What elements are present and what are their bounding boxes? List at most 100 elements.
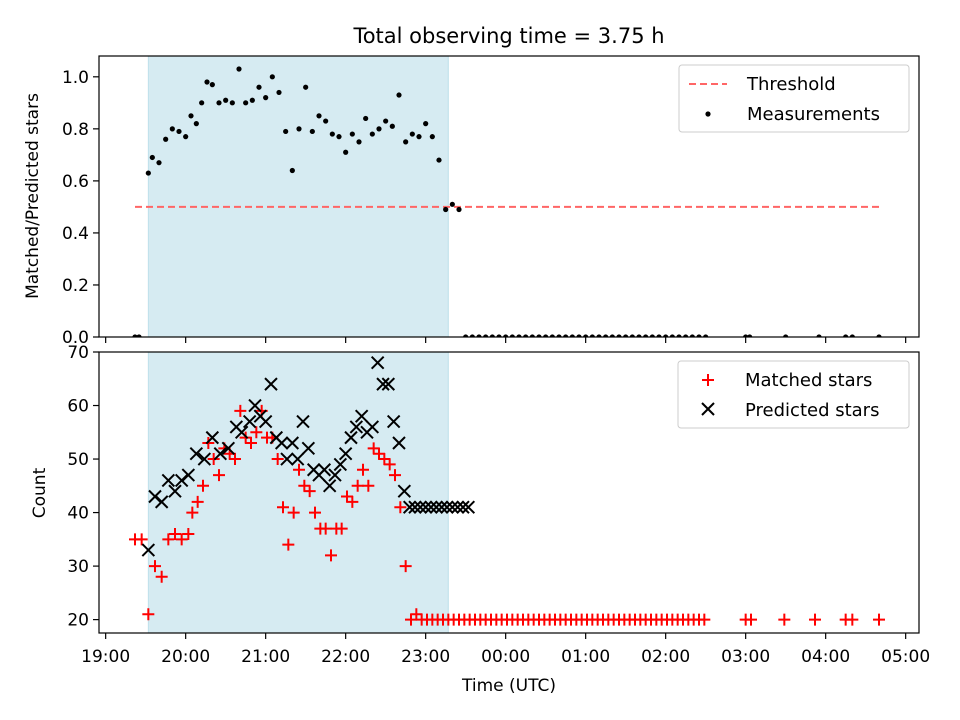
predicted-star-point [429, 500, 444, 514]
predicted-star-point [381, 377, 396, 391]
top-y-tick-label: 1.0 [62, 68, 89, 88]
bottom-axes-frame [98, 351, 920, 634]
measurement-point [676, 334, 682, 337]
measurement-point [469, 334, 475, 337]
top-y-axis-label: Matched/Predicted stars [23, 93, 43, 299]
measurement-point [516, 334, 522, 337]
measurement-point [243, 100, 249, 106]
measurement-point [456, 206, 462, 213]
measurement-point [689, 334, 695, 337]
measurements-legend-marker [705, 111, 711, 117]
matched-star-point [698, 613, 711, 626]
measurement-point [663, 334, 669, 337]
measurement-point [309, 128, 315, 135]
measurement-point [349, 131, 355, 137]
top-axes-frame [98, 55, 920, 338]
x-tick-label: 03:00 [721, 647, 770, 667]
x-tick-label: 05:00 [881, 647, 930, 667]
matched-star-point [186, 506, 199, 519]
top-y-tick-label: 0.8 [62, 120, 89, 140]
predicted-star-point [197, 452, 212, 466]
measurement-point [596, 334, 602, 337]
matched-star-point [234, 404, 247, 417]
measurement-point [543, 334, 549, 337]
measurement-point [683, 334, 689, 337]
measurement-point [563, 334, 569, 337]
matched-star-point [149, 560, 161, 573]
measurement-point [556, 334, 562, 337]
matched-star-point [378, 453, 391, 466]
measurement-point [149, 154, 155, 161]
predicted-star-point [376, 377, 390, 391]
measurement-point [199, 100, 205, 106]
predicted-star-point [205, 430, 220, 445]
x-axis-label: Time (UTC) [461, 676, 556, 696]
measurement-point [609, 334, 615, 337]
predicted-star-point [221, 441, 236, 456]
predicted-star-point [213, 446, 228, 461]
measurement-point [383, 118, 389, 124]
bottom-legend: Matched stars Predicted stars [677, 360, 910, 429]
measurement-point [136, 334, 142, 337]
predicted-star-point [242, 414, 257, 429]
measurement-point [376, 126, 382, 132]
measurement-point [569, 334, 575, 337]
predicted-legend-label: Predicted stars [745, 400, 879, 421]
matched-star-point [271, 453, 284, 466]
matched-star-point [197, 479, 209, 492]
matched-star-point [351, 479, 364, 492]
predicted-star-point [349, 420, 364, 434]
measurement-point [216, 100, 222, 106]
measurement-point [536, 334, 542, 337]
predicted-star-point [338, 446, 353, 461]
measurement-point [303, 84, 309, 90]
measurement-point [747, 334, 753, 337]
predicted-star-point [408, 500, 422, 514]
measurement-point [603, 334, 609, 337]
predicted-star-point [450, 500, 465, 514]
measurement-point [403, 139, 409, 145]
top-shaded-span [147, 55, 449, 338]
matched-star-point [367, 442, 380, 455]
matched-star-point [142, 608, 155, 621]
predicted-legend-marker [701, 402, 715, 416]
measurement-point [849, 334, 855, 337]
matched-star-point [135, 533, 148, 546]
bottom-y-axis-label: Count [30, 467, 50, 518]
measurement-point [549, 334, 555, 337]
predicted-star-point [386, 414, 401, 429]
measurement-point [209, 82, 215, 88]
predicted-star-point [402, 500, 417, 514]
measurement-point [503, 334, 509, 337]
matched-star-point [399, 560, 412, 573]
predicted-star-point [234, 425, 249, 439]
measurement-point [283, 128, 289, 135]
matched-star-point [846, 613, 859, 626]
measurement-point [643, 334, 649, 337]
measurement-point [523, 334, 529, 337]
bottom-y-tick-label: 60 [67, 397, 89, 417]
top-legend: Threshold Measurements [678, 64, 910, 133]
measurement-point [263, 95, 269, 101]
predicted-star-point [397, 484, 412, 498]
predicted-star-point [248, 398, 262, 413]
matched-star-point [162, 533, 175, 546]
matched-star-point [383, 458, 396, 471]
matched-star-point [287, 506, 300, 519]
measurement-point [743, 334, 749, 337]
measurement-point [529, 334, 535, 337]
matched-star-point [245, 436, 257, 449]
x-tick-label: 01:00 [561, 647, 610, 667]
predicted-star-point [317, 463, 332, 477]
matched-star-point [191, 495, 204, 508]
measurement-point [193, 121, 199, 127]
measurement-point [416, 134, 422, 140]
predicted-star-point [258, 414, 273, 429]
measurement-point [476, 334, 482, 337]
matched-star-point [357, 463, 369, 476]
measurement-point [449, 201, 455, 207]
measurement-point [409, 131, 415, 137]
measurement-point [389, 123, 395, 129]
top-y-tick-label: 0.4 [62, 224, 89, 244]
chart-title: Total observing time = 3.75 h [352, 24, 664, 48]
